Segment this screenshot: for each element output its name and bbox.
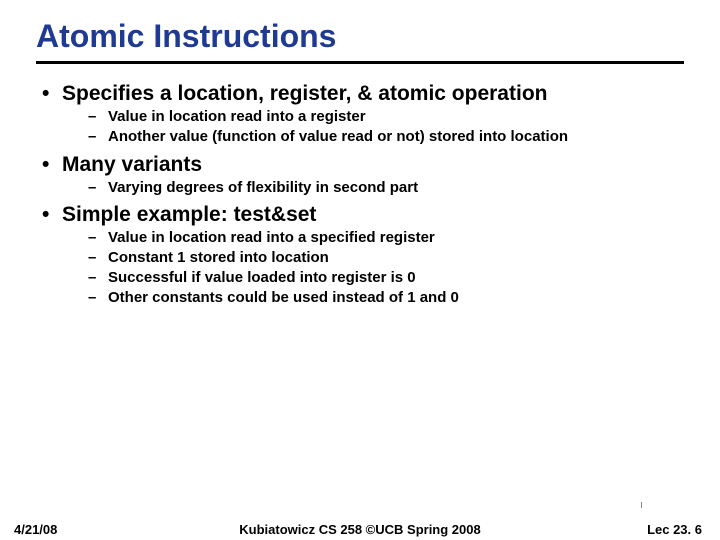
bullet-3-sub-2: –Constant 1 stored into location — [42, 249, 684, 268]
dash-icon: – — [88, 249, 108, 268]
bullet-1-sub-2-text: Another value (function of value read or… — [108, 128, 568, 145]
bullet-3-text: Simple example: test&set — [62, 203, 316, 226]
bullet-1: •Specifies a location, register, & atomi… — [42, 82, 684, 106]
content-area: •Specifies a location, register, & atomi… — [36, 82, 684, 307]
bullet-3-sub-4-text: Other constants could be used instead of… — [108, 289, 459, 306]
bullet-2-sub-1: –Varying degrees of flexibility in secon… — [42, 179, 684, 198]
bullet-3-sub-4: –Other constants could be used instead o… — [42, 289, 684, 308]
dash-icon: – — [88, 269, 108, 288]
footer-tick-icon — [641, 502, 642, 508]
dash-icon: – — [88, 289, 108, 308]
bullet-2: •Many variants — [42, 153, 684, 177]
bullet-2-sub-1-text: Varying degrees of flexibility in second… — [108, 179, 418, 196]
bullet-3-sub-1-text: Value in location read into a specified … — [108, 229, 435, 246]
bullet-3-sub-1: –Value in location read into a specified… — [42, 229, 684, 248]
dash-icon: – — [88, 128, 108, 147]
footer-lec: Lec 23. 6 — [647, 522, 702, 537]
bullet-1-sub-1-text: Value in location read into a register — [108, 108, 366, 125]
bullet-2-text: Many variants — [62, 153, 202, 176]
dash-icon: – — [88, 229, 108, 248]
bullet-dot-icon: • — [42, 203, 62, 227]
bullet-3-sub-3: –Successful if value loaded into registe… — [42, 269, 684, 288]
bullet-1-sub-1: –Value in location read into a register — [42, 108, 684, 127]
bullet-1-sub-2: –Another value (function of value read o… — [42, 128, 684, 147]
bullet-3-sub-2-text: Constant 1 stored into location — [108, 249, 329, 266]
bullet-3-sub-3-text: Successful if value loaded into register… — [108, 269, 416, 286]
slide: Atomic Instructions •Specifies a locatio… — [0, 0, 720, 540]
footer-center: Kubiatowicz CS 258 ©UCB Spring 2008 — [0, 522, 720, 537]
bullet-1-text: Specifies a location, register, & atomic… — [62, 82, 547, 105]
slide-title: Atomic Instructions — [36, 18, 684, 55]
bullet-3: •Simple example: test&set — [42, 203, 684, 227]
dash-icon: – — [88, 108, 108, 127]
dash-icon: – — [88, 179, 108, 198]
bullet-dot-icon: • — [42, 82, 62, 106]
title-rule — [36, 61, 684, 64]
bullet-dot-icon: • — [42, 153, 62, 177]
